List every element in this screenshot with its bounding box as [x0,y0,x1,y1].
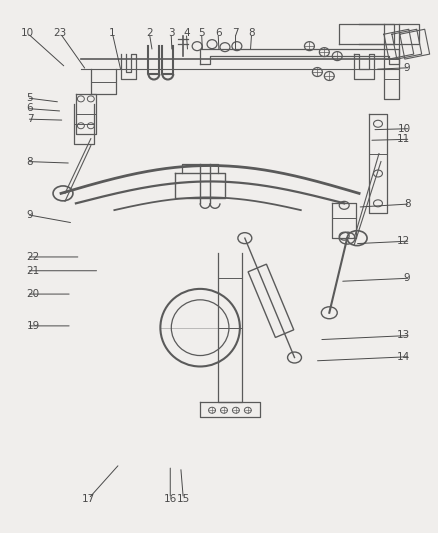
Text: 2: 2 [146,28,153,38]
Text: 3: 3 [168,28,174,38]
Text: 14: 14 [397,352,410,361]
Text: 17: 17 [82,494,95,504]
Text: 7: 7 [232,28,239,38]
Text: 23: 23 [53,28,67,38]
Text: 8: 8 [27,157,33,166]
Text: 9: 9 [404,273,410,283]
Text: 9: 9 [404,63,410,72]
Text: 6: 6 [27,103,33,114]
Text: 21: 21 [27,266,40,276]
Text: 15: 15 [177,494,190,504]
Text: 19: 19 [27,321,40,331]
Text: 5: 5 [198,28,205,38]
Text: 1: 1 [109,28,116,38]
Text: 6: 6 [215,28,222,38]
Text: 10: 10 [397,124,410,134]
Text: 20: 20 [27,289,40,299]
Text: 9: 9 [27,209,33,220]
Text: 12: 12 [397,236,410,246]
Text: 13: 13 [397,330,410,341]
Text: 7: 7 [27,114,33,124]
Text: 5: 5 [27,93,33,103]
Text: 10: 10 [21,28,34,38]
Text: 8: 8 [248,28,255,38]
Text: 11: 11 [397,134,410,144]
Text: 16: 16 [164,494,177,504]
Text: 4: 4 [183,28,190,38]
Text: 22: 22 [27,252,40,262]
Text: 8: 8 [404,199,410,209]
